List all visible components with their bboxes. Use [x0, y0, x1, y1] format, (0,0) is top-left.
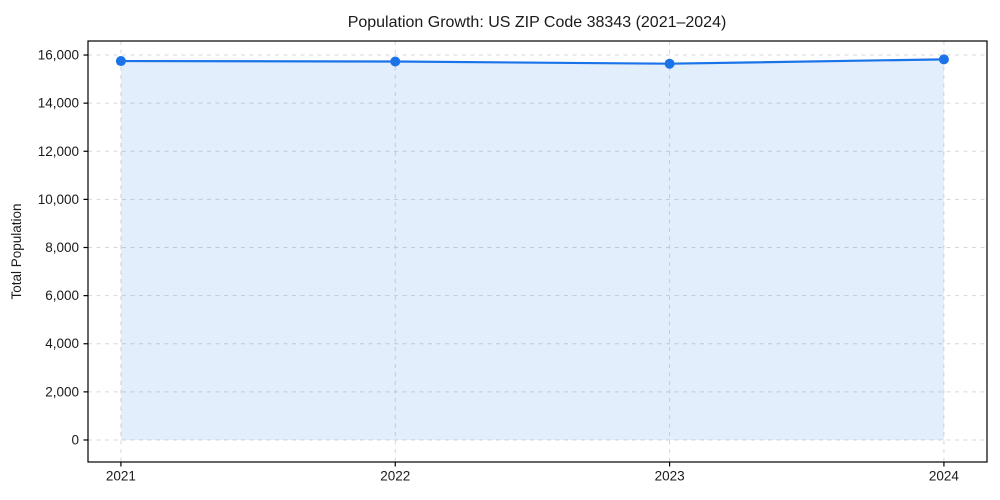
y-axis-label: Total Population	[9, 203, 24, 299]
y-tick-label: 12,000	[38, 144, 79, 159]
y-tick-label: 4,000	[45, 336, 79, 351]
y-tick-label: 6,000	[45, 288, 79, 303]
tick-label-layer: 0 2,000 4,000 6,000 8,000 10,000 12,000 14,000 1…	[38, 48, 960, 484]
x-tick-label: 2023	[655, 469, 685, 484]
y-tick-label: 14,000	[38, 96, 79, 111]
area-fill-layer	[120, 59, 944, 440]
data-line-layer	[119, 58, 946, 65]
x-tick-label: 2022	[380, 469, 410, 484]
y-tick-label: 16,000	[38, 48, 79, 63]
y-tick-label: 0	[71, 432, 79, 447]
data-point-layer	[115, 54, 949, 69]
data-point	[390, 56, 401, 67]
x-tick-label: 2021	[106, 469, 136, 484]
area-fill	[120, 59, 944, 440]
axes-layer	[83, 40, 988, 467]
x-tick-label: 2024	[929, 469, 960, 484]
plot-border	[87, 40, 988, 463]
y-tick-label: 2,000	[45, 384, 79, 399]
chart-title: Population Growth: US ZIP Code 38343 (20…	[348, 14, 727, 31]
data-line	[119, 58, 946, 65]
data-point	[115, 56, 126, 67]
y-tick-label: 10,000	[38, 192, 79, 207]
data-point	[664, 58, 675, 69]
y-tick-label: 8,000	[45, 240, 79, 255]
grid-layer	[88, 41, 987, 462]
data-point	[938, 54, 949, 65]
